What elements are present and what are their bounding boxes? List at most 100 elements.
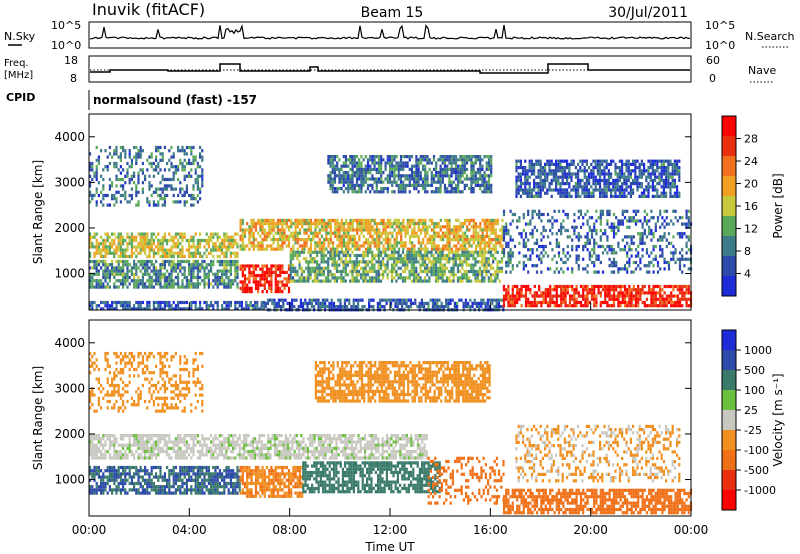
scatter-cell — [329, 228, 332, 232]
scatter-cell — [540, 232, 543, 236]
scatter-cell — [465, 250, 468, 254]
scatter-cell — [281, 280, 284, 284]
scatter-cell — [91, 193, 94, 198]
scatter-cell — [117, 177, 120, 182]
scatter-cell — [214, 282, 217, 286]
scatter-cell — [369, 222, 372, 226]
scatter-cell — [672, 304, 675, 308]
scatter-cell — [93, 259, 96, 264]
scatter-cell — [382, 187, 385, 191]
scatter-cell — [560, 288, 563, 292]
scatter-cell — [485, 273, 488, 277]
scatter-cell — [212, 254, 215, 259]
scatter-cell — [148, 248, 151, 252]
scatter-cell — [648, 264, 651, 268]
scatter-cell — [133, 279, 136, 283]
scatter-cell — [307, 250, 310, 254]
scatter-cell — [124, 248, 127, 252]
scatter-cell — [163, 168, 166, 172]
scatter-cell — [229, 304, 232, 308]
scatter-cell — [218, 245, 221, 249]
scatter-cell — [377, 253, 380, 258]
scatter-cell — [564, 212, 567, 217]
scatter-cell — [360, 164, 363, 168]
scatter-cell — [344, 250, 347, 254]
scatter-cell — [654, 225, 657, 229]
scatter-cell — [446, 187, 449, 191]
scatter-cell — [344, 266, 347, 270]
scatter-cell — [408, 238, 412, 242]
scatter-cell — [674, 304, 677, 308]
scatter-cell — [441, 266, 444, 270]
scatter-cell — [466, 238, 469, 242]
scatter-cell — [645, 222, 649, 226]
scatter-cell — [203, 266, 206, 270]
scatter-cell — [384, 263, 387, 267]
scatter-cell — [406, 276, 409, 280]
scatter-cell — [181, 251, 184, 255]
scatter-cell — [342, 155, 345, 159]
scatter-cell — [674, 284, 677, 289]
scatter-cell — [566, 244, 569, 249]
scatter-cell — [159, 248, 162, 252]
scatter-cell — [606, 222, 609, 226]
scatter-cell — [340, 187, 343, 191]
scatter-cell — [194, 251, 197, 255]
scatter-cell — [322, 250, 325, 254]
scatter-cell — [672, 294, 675, 298]
scatter-cell — [454, 190, 458, 194]
scatter-cell — [276, 218, 280, 222]
scatter-cell — [170, 259, 173, 264]
scatter-cell — [397, 187, 400, 191]
scatter-cell — [573, 225, 576, 229]
scatter-cell — [456, 266, 460, 270]
scatter-cell — [375, 238, 379, 242]
scatter-cell — [168, 272, 171, 276]
scatter-cell — [610, 225, 613, 229]
scatter-cell — [477, 238, 480, 242]
scatter-cell — [212, 248, 215, 252]
scatter-cell — [163, 279, 166, 283]
scatter-cell — [117, 269, 120, 273]
scatter-cell — [289, 260, 292, 264]
scatter-cell — [185, 238, 188, 243]
scatter-cell — [573, 300, 576, 305]
scatter-cell — [257, 290, 260, 294]
scatter-cell — [126, 254, 129, 259]
scatter-cell — [368, 260, 372, 264]
scatter-cell — [463, 247, 467, 251]
scatter-cell — [612, 260, 616, 265]
scatter-cell — [593, 270, 596, 274]
scatter-cell — [518, 288, 521, 292]
scatter-cell — [349, 225, 352, 229]
scatter-cell — [465, 161, 469, 165]
scatter-cell — [364, 155, 367, 159]
scatter-cell — [454, 183, 458, 187]
scatter-cell — [104, 165, 107, 169]
scatter-cell — [333, 250, 336, 254]
scatter-cell — [360, 190, 363, 194]
scatter-cell — [331, 244, 335, 248]
scatter-cell — [128, 242, 131, 246]
scatter-cell — [476, 158, 480, 162]
scatter-cell — [483, 279, 486, 283]
scatter-cell — [434, 273, 438, 277]
scatter-cell — [478, 260, 482, 264]
scatter-cell — [421, 253, 424, 258]
scatter-cell — [227, 238, 230, 243]
scatter-cell — [478, 269, 482, 274]
scatter-cell — [331, 158, 334, 162]
scatter-cell — [305, 266, 308, 270]
scatter-cell — [404, 183, 407, 187]
scatter-cell — [104, 279, 107, 283]
scatter-cell — [362, 266, 365, 270]
scatter-cell — [221, 238, 224, 243]
scatter-cell — [593, 284, 596, 289]
scatter-cell — [393, 167, 396, 171]
scatter-cell — [181, 282, 184, 286]
scatter-cell — [166, 248, 169, 252]
scatter-cell — [362, 276, 365, 280]
scatter-cell — [650, 291, 653, 295]
scatter-cell — [555, 291, 558, 295]
scatter-cell — [216, 269, 219, 273]
